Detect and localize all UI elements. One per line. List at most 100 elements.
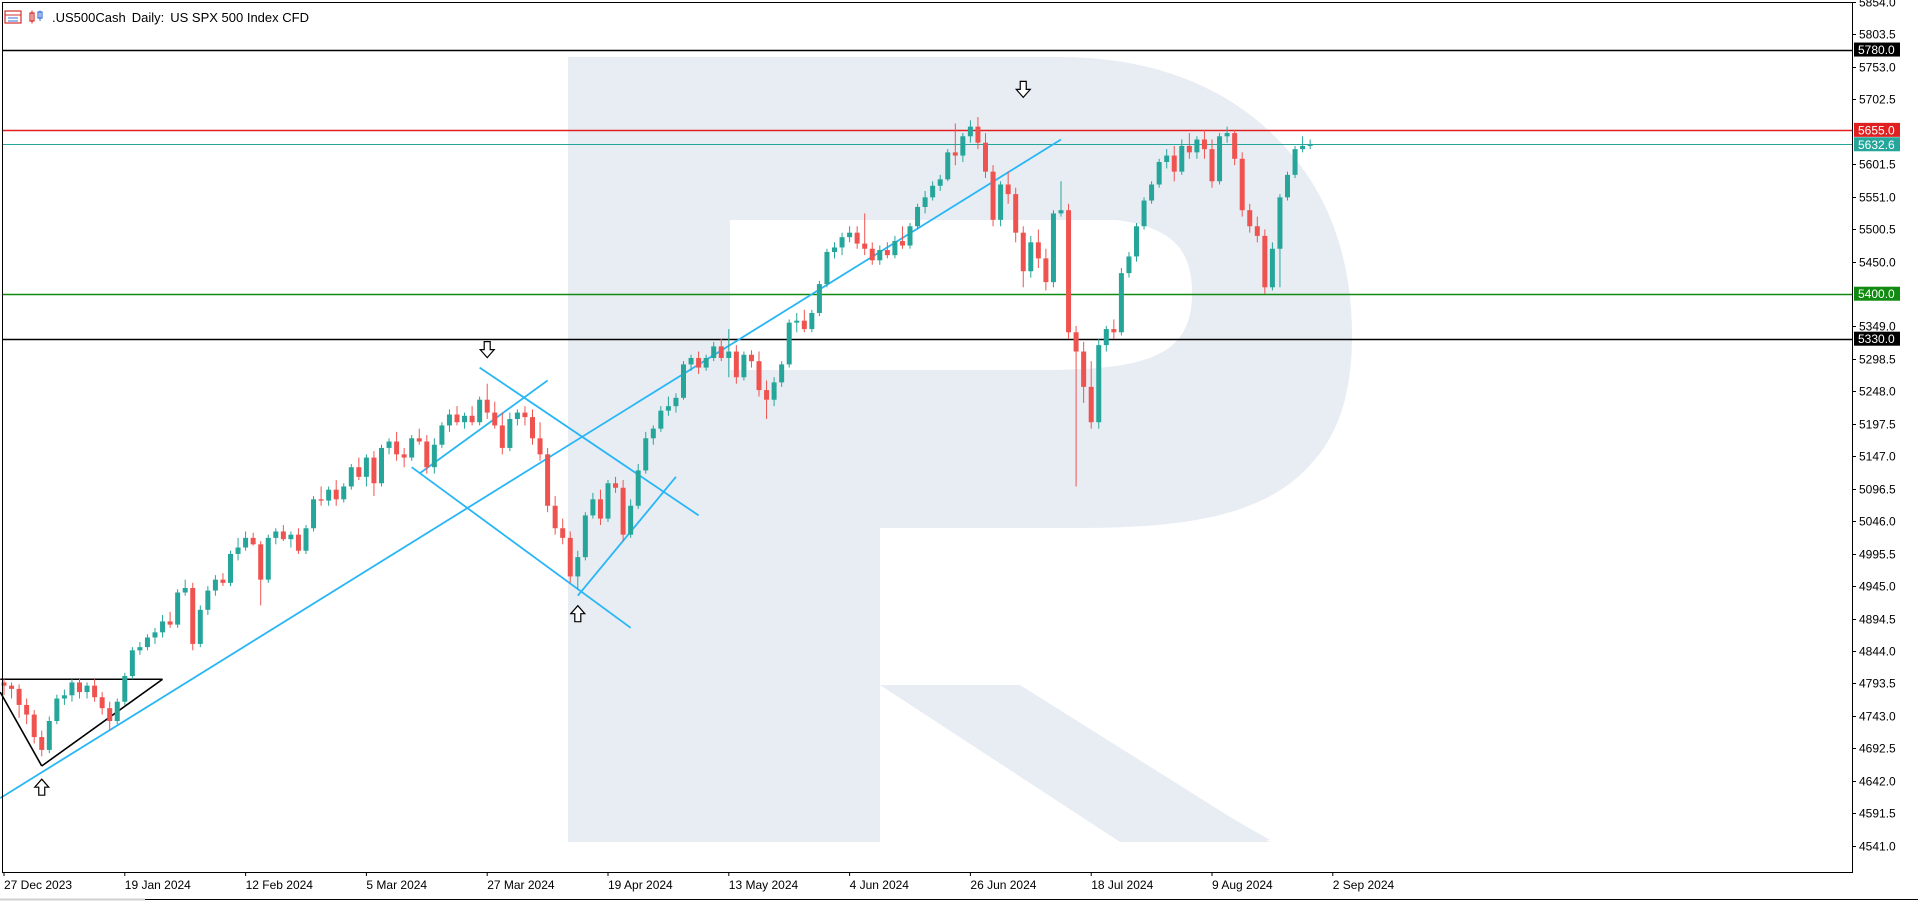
- trendline: [418, 379, 549, 475]
- candle: [1081, 341, 1087, 403]
- candle-body: [484, 399, 490, 413]
- candle-body: [1134, 226, 1139, 257]
- candle: [915, 203, 921, 230]
- candle: [1111, 319, 1117, 339]
- watermark-r-leg: [880, 685, 1270, 842]
- level-label-bg: [1854, 331, 1900, 346]
- candle: [122, 672, 128, 705]
- candle-body: [394, 441, 400, 455]
- candle-body: [1307, 144, 1313, 146]
- candle: [469, 406, 475, 426]
- candle: [703, 354, 709, 371]
- y-tick-label: 4692.5: [1859, 742, 1896, 756]
- candle: [144, 634, 150, 651]
- candle: [477, 396, 483, 426]
- candle-body: [348, 467, 354, 487]
- candle-body: [967, 126, 973, 137]
- candle-body: [92, 685, 98, 698]
- level-label-bg: [1854, 42, 1900, 57]
- candle: [605, 480, 611, 522]
- candle-body: [1232, 133, 1238, 159]
- candle-body: [726, 351, 732, 358]
- candle: [182, 579, 188, 596]
- y-tick-label: 4642.0: [1859, 775, 1896, 789]
- candle: [665, 396, 671, 416]
- candle-body: [1201, 139, 1207, 150]
- candle-body: [228, 553, 233, 583]
- candle: [522, 406, 528, 426]
- candle: [114, 698, 120, 725]
- candle-body: [39, 737, 45, 750]
- candle-body: [379, 447, 384, 484]
- candle: [1149, 181, 1155, 204]
- x-tick-label: 5 Mar 2024: [366, 878, 427, 892]
- candle: [952, 123, 958, 166]
- candle-body: [635, 470, 641, 506]
- candle-body: [854, 232, 860, 244]
- x-tick-label: 9 Aug 2024: [1212, 878, 1273, 892]
- candle-body: [469, 415, 475, 423]
- candle: [854, 226, 860, 249]
- candle-body: [220, 579, 226, 583]
- candle: [1005, 171, 1011, 204]
- candle: [537, 422, 543, 461]
- candle: [499, 412, 505, 455]
- candle-body: [1081, 351, 1087, 387]
- candle: [582, 512, 588, 561]
- candle-body: [1043, 258, 1049, 283]
- candle-body: [326, 489, 332, 501]
- candle-body: [582, 515, 588, 558]
- candle: [129, 647, 135, 680]
- candle-body: [190, 587, 196, 644]
- candle: [409, 435, 415, 461]
- trendline: [0, 691, 43, 767]
- horizontal-levels: [2, 49, 1852, 341]
- level-label: 5400.0: [1858, 287, 1895, 301]
- candle-body: [1088, 386, 1094, 423]
- candle-body: [197, 609, 203, 644]
- candle: [61, 689, 67, 705]
- candle-body: [545, 454, 551, 506]
- candle: [688, 354, 694, 371]
- candle: [575, 550, 581, 590]
- candle: [862, 213, 868, 256]
- candle-body: [454, 414, 460, 423]
- candle-body: [1028, 242, 1034, 272]
- candle: [711, 341, 717, 362]
- y-tick-label: 5046.0: [1859, 515, 1896, 529]
- candle: [1262, 229, 1268, 294]
- y-tick-label: 4945.0: [1859, 580, 1896, 594]
- y-tick-label: 5298.5: [1859, 353, 1896, 367]
- candle: [907, 223, 913, 249]
- candle: [673, 393, 679, 413]
- candle: [718, 338, 724, 362]
- candle-body: [711, 346, 717, 358]
- chart-type-icon[interactable]: [28, 10, 46, 24]
- candle-body: [107, 708, 113, 722]
- candle: [613, 476, 619, 493]
- candle: [416, 428, 422, 445]
- candle: [756, 351, 762, 397]
- candle: [107, 701, 113, 731]
- candle: [847, 226, 853, 243]
- candle-body: [650, 428, 656, 439]
- candle-body: [1179, 145, 1185, 172]
- candle-body: [892, 241, 898, 256]
- candle: [92, 679, 98, 702]
- candle-body: [1058, 210, 1064, 214]
- candle-body: [899, 241, 905, 246]
- candle-body: [605, 483, 611, 519]
- candle-body: [280, 531, 286, 540]
- candle-body: [613, 483, 619, 488]
- candle-body: [794, 320, 800, 323]
- list-icon[interactable]: [4, 10, 22, 24]
- candle: [748, 350, 754, 368]
- candle-body: [1224, 133, 1230, 137]
- price-axis: 5854.0 5803.5 5753.0 5702.5 5601.5 5551.0 5500…: [1852, 0, 1900, 854]
- candle: [462, 412, 468, 429]
- candle: [733, 345, 739, 384]
- candle: [341, 483, 347, 503]
- candle: [832, 242, 837, 259]
- candle: [1020, 226, 1026, 288]
